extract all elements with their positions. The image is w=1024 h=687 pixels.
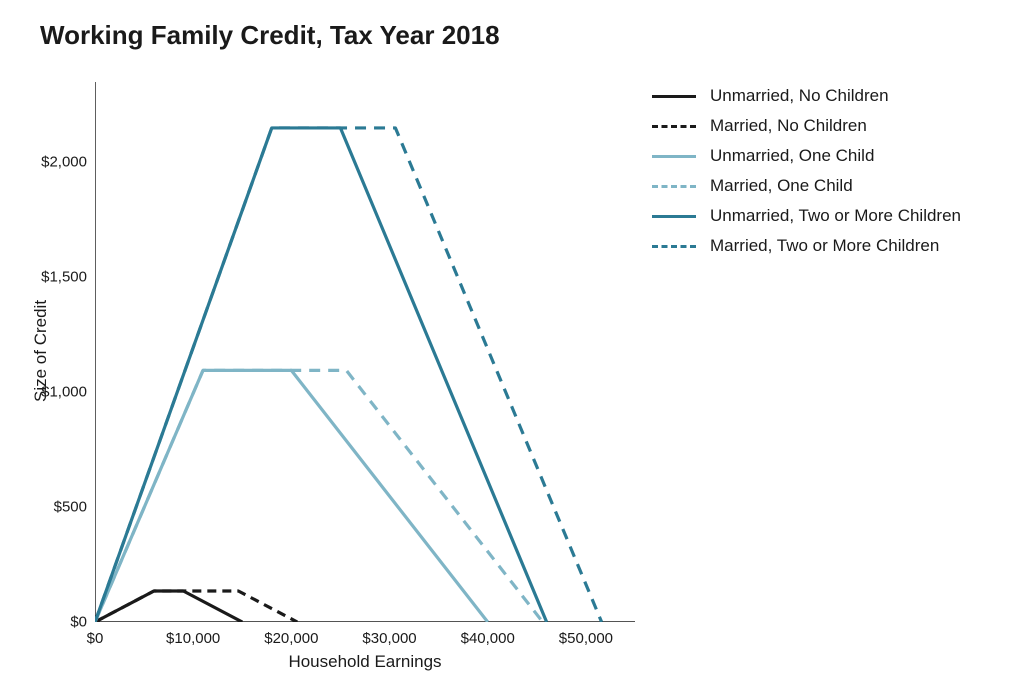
legend-label: Married, Two or More Children — [710, 236, 939, 256]
legend-label: Married, No Children — [710, 116, 867, 136]
x-tick-label: $10,000 — [166, 630, 220, 647]
legend-item-married-two-plus: Married, Two or More Children — [652, 236, 961, 256]
legend-swatch — [652, 185, 696, 188]
series-married-no-children — [95, 591, 297, 622]
series-unmarried-no-children — [95, 591, 242, 622]
legend-swatch — [652, 95, 696, 98]
series-unmarried-one-child — [95, 370, 488, 622]
legend-item-unmarried-no-children: Unmarried, No Children — [652, 86, 961, 106]
legend-swatch — [652, 215, 696, 218]
legend-swatch — [652, 245, 696, 248]
x-tick-label: $20,000 — [264, 630, 318, 647]
x-tick-label: $0 — [87, 630, 104, 647]
y-tick-label: $1,500 — [41, 269, 87, 286]
y-tick-label: $1,000 — [41, 384, 87, 401]
legend-label: Unmarried, No Children — [710, 86, 889, 106]
legend-item-married-one-child: Married, One Child — [652, 176, 961, 196]
series-unmarried-two-plus — [95, 128, 547, 622]
line-chart — [95, 82, 635, 622]
legend-item-unmarried-two-plus: Unmarried, Two or More Children — [652, 206, 961, 226]
y-tick-label: $0 — [70, 614, 87, 631]
chart-container: Working Family Credit, Tax Year 2018 Siz… — [0, 0, 1024, 687]
chart-title: Working Family Credit, Tax Year 2018 — [40, 20, 500, 51]
x-axis-label: Household Earnings — [288, 652, 441, 672]
x-tick-label: $50,000 — [559, 630, 613, 647]
x-tick-label: $40,000 — [461, 630, 515, 647]
legend-item-married-no-children: Married, No Children — [652, 116, 961, 136]
legend: Unmarried, No Children Married, No Childr… — [652, 86, 961, 266]
legend-label: Unmarried, Two or More Children — [710, 206, 961, 226]
legend-label: Married, One Child — [710, 176, 853, 196]
x-tick-label: $30,000 — [362, 630, 416, 647]
legend-swatch — [652, 125, 696, 128]
legend-label: Unmarried, One Child — [710, 146, 874, 166]
legend-item-unmarried-one-child: Unmarried, One Child — [652, 146, 961, 166]
y-tick-label: $2,000 — [41, 154, 87, 171]
legend-swatch — [652, 155, 696, 158]
y-tick-label: $500 — [54, 499, 87, 516]
